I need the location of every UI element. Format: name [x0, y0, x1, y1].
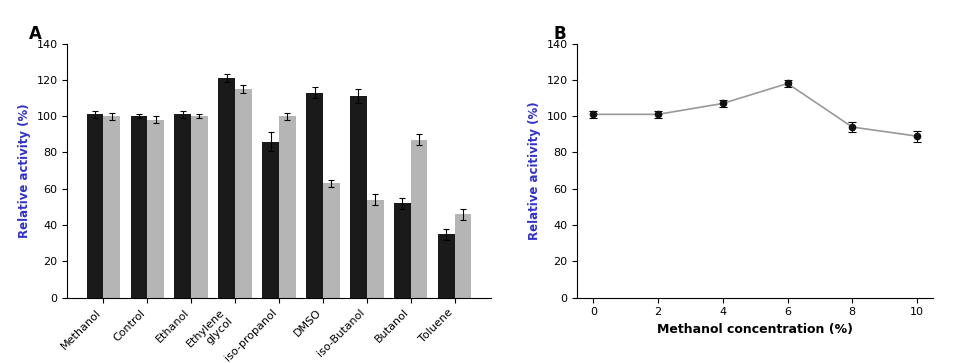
- Bar: [394, 203, 410, 298]
- Y-axis label: Relative acitivity (%): Relative acitivity (%): [528, 101, 540, 240]
- Bar: [366, 200, 383, 298]
- Text: B: B: [553, 25, 565, 44]
- Bar: [86, 114, 103, 298]
- Bar: [218, 78, 234, 298]
- Bar: [455, 214, 471, 298]
- Bar: [234, 89, 252, 298]
- Bar: [410, 140, 427, 298]
- Bar: [147, 120, 163, 298]
- Bar: [174, 114, 191, 298]
- Y-axis label: Relative activity (%): Relative activity (%): [18, 103, 31, 238]
- Bar: [437, 234, 455, 298]
- Bar: [191, 116, 208, 298]
- Bar: [306, 93, 323, 298]
- Bar: [323, 183, 339, 298]
- Bar: [262, 142, 279, 298]
- X-axis label: Methanol concentration (%): Methanol concentration (%): [656, 323, 852, 336]
- Bar: [103, 116, 120, 298]
- Bar: [131, 116, 147, 298]
- Bar: [350, 96, 366, 298]
- Text: A: A: [29, 25, 41, 44]
- Bar: [279, 116, 295, 298]
